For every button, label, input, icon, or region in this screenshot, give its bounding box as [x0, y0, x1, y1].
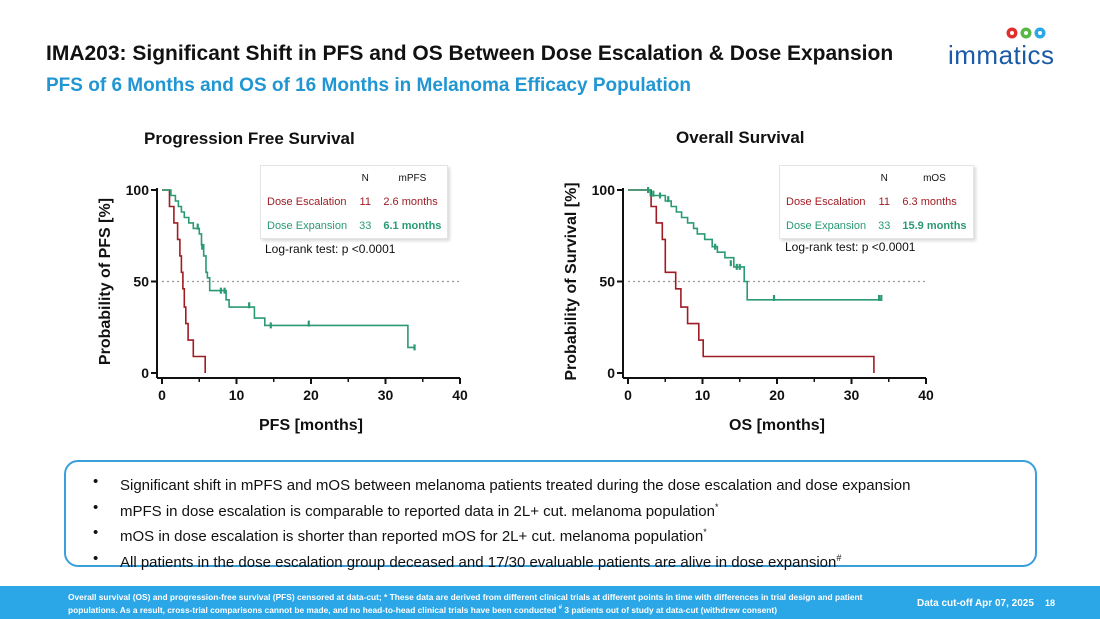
os-x-tick-label: 30 [844, 387, 860, 403]
os-legend-header-median: mOS [923, 172, 946, 184]
pfs-legend-escalation-n: 11 [359, 196, 371, 208]
key-findings-box: Significant shift in mPFS and mOS betwee… [64, 460, 1037, 571]
os-legend-expansion-n: 33 [878, 220, 891, 232]
pfs-y-tick-label: 50 [133, 274, 149, 290]
pfs-y-axis-label: Probability of PFS [%] [97, 198, 114, 365]
pfs-x-tick-label: 40 [452, 387, 468, 403]
os-y-tick-label: 100 [592, 182, 616, 198]
os-legend-expansion-median: 15.9 months [902, 220, 967, 232]
pfs-legend-header-median: mPFS [398, 172, 427, 184]
os-legend-table: N mOS Dose Escalation 11 6.3 months Dose… [779, 165, 974, 239]
os-chart-title: Overall Survival [676, 128, 805, 147]
pfs-series-escalation-line [162, 189, 206, 373]
os-x-tick-label: 10 [695, 387, 711, 403]
os-x-axis-label: OS [months] [729, 417, 825, 434]
key-findings-list: Significant shift in mPFS and mOS betwee… [66, 462, 1035, 573]
os-x-tick-label: 40 [918, 387, 934, 403]
pfs-x-axis-label: PFS [months] [259, 417, 363, 434]
pfs-legend-header-n: N [361, 172, 369, 184]
finding-item: mOS in dose escalation is shorter than r… [93, 522, 1035, 548]
os-legend-header-n: N [880, 172, 888, 184]
slide-title: IMA203: Significant Shift in PFS and OS … [46, 42, 894, 65]
footer-bar: Overall survival (OS) and progression-fr… [0, 586, 1100, 619]
company-logo: immatics [948, 26, 1068, 70]
os-y-tick-label: 0 [607, 365, 615, 381]
pfs-chart-title: Progression Free Survival [144, 129, 355, 148]
os-x-tick-label: 0 [624, 387, 632, 403]
data-cutoff-label: Data cut-off Apr 07, 2025 [917, 598, 1034, 609]
pfs-x-tick-label: 0 [158, 387, 166, 403]
os-logrank-annotation: Log-rank test: p <0.0001 [785, 240, 916, 254]
os-series-expansion-line [628, 189, 882, 301]
os-legend-escalation-median: 6.3 months [902, 196, 957, 208]
os-legend-expansion-label: Dose Expansion [786, 220, 867, 232]
pfs-legend-expansion-n: 33 [359, 220, 372, 232]
pfs-legend-escalation-median: 2.6 months [383, 196, 438, 208]
pfs-x-tick-label: 20 [303, 387, 319, 403]
pfs-y-tick-label: 100 [126, 182, 150, 198]
os-y-tick-label: 50 [599, 274, 615, 290]
pfs-legend-expansion-label: Dose Expansion [267, 220, 348, 232]
footer-note: Overall survival (OS) and progression-fr… [68, 592, 863, 615]
os-series-escalation-line [628, 189, 875, 373]
pfs-legend-table: N mPFS Dose Escalation 11 2.6 months Dos… [260, 165, 449, 239]
os-legend-escalation-n: 11 [878, 196, 890, 208]
logo-wordmark: immatics [948, 40, 1055, 70]
finding-item: mPFS in dose escalation is comparable to… [93, 497, 1035, 523]
pfs-logrank-annotation: Log-rank test: p <0.0001 [265, 242, 396, 256]
os-legend-escalation-label: Dose Escalation [786, 196, 866, 208]
os-x-tick-label: 20 [769, 387, 785, 403]
pfs-x-tick-label: 10 [229, 387, 245, 403]
slide-subtitle: PFS of 6 Months and OS of 16 Months in M… [46, 75, 691, 96]
page-number: 18 [1045, 598, 1056, 608]
pfs-x-tick-label: 30 [378, 387, 394, 403]
pfs-legend-expansion-median: 6.1 months [383, 220, 442, 232]
pfs-chart: 0 50 100 0 10 20 30 40 PFS [months] Probability o… [97, 182, 468, 434]
finding-item: All patients in the dose escalation grou… [93, 548, 1035, 574]
os-y-axis-label: Probability of Survival [%] [563, 182, 580, 380]
logo-dots-icon [1006, 27, 1046, 39]
pfs-legend-escalation-label: Dose Escalation [267, 196, 347, 208]
pfs-y-tick-label: 0 [141, 365, 149, 381]
finding-item: Significant shift in mPFS and mOS betwee… [93, 471, 1035, 497]
os-chart: 0 50 100 0 10 20 30 40 OS [months] Probability of… [563, 182, 934, 434]
